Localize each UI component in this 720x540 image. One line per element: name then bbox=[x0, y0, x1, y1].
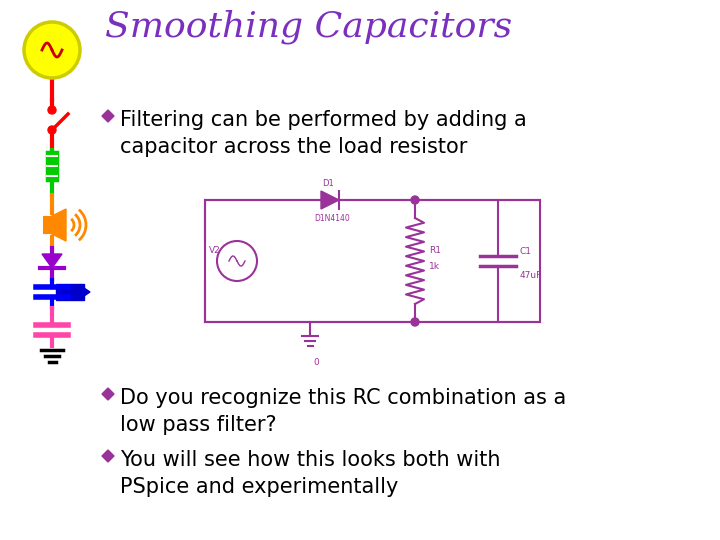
Text: D1N4140: D1N4140 bbox=[314, 214, 350, 223]
Polygon shape bbox=[102, 388, 114, 400]
Text: R1: R1 bbox=[429, 246, 441, 255]
Text: Filtering can be performed by adding a
capacitor across the load resistor: Filtering can be performed by adding a c… bbox=[120, 110, 527, 157]
Text: C1: C1 bbox=[520, 246, 532, 255]
FancyBboxPatch shape bbox=[56, 284, 84, 300]
Text: 47uF: 47uF bbox=[520, 271, 542, 280]
Circle shape bbox=[217, 241, 257, 281]
Text: 1k: 1k bbox=[429, 262, 440, 271]
Text: D1: D1 bbox=[322, 179, 334, 188]
Circle shape bbox=[48, 126, 56, 134]
Text: 0: 0 bbox=[313, 358, 319, 367]
FancyBboxPatch shape bbox=[47, 152, 57, 180]
Polygon shape bbox=[42, 254, 62, 268]
Text: You will see how this looks both with
PSpice and experimentally: You will see how this looks both with PS… bbox=[120, 450, 500, 497]
Circle shape bbox=[24, 22, 80, 78]
Text: V2: V2 bbox=[209, 246, 221, 255]
Polygon shape bbox=[102, 110, 114, 122]
Circle shape bbox=[411, 318, 419, 326]
Text: Do you recognize this RC combination as a
low pass filter?: Do you recognize this RC combination as … bbox=[120, 388, 566, 435]
Bar bbox=[44, 217, 50, 233]
Bar bbox=[205, 200, 540, 322]
Circle shape bbox=[411, 196, 419, 204]
Polygon shape bbox=[84, 288, 90, 296]
Polygon shape bbox=[50, 209, 66, 241]
Polygon shape bbox=[102, 450, 114, 462]
Polygon shape bbox=[321, 191, 339, 209]
Circle shape bbox=[48, 106, 56, 114]
Text: Smoothing Capacitors: Smoothing Capacitors bbox=[105, 10, 512, 44]
